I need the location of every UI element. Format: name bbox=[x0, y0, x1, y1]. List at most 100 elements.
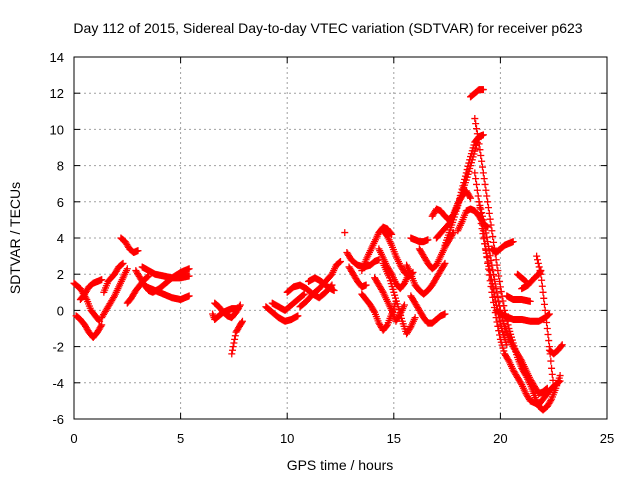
data-point-marker bbox=[536, 267, 544, 275]
data-point-marker bbox=[458, 185, 466, 193]
data-point-marker bbox=[473, 125, 481, 133]
data-point-marker bbox=[449, 230, 457, 238]
tick-labels: 0 5 10 15 20 25 -6 -4 -2 0 2 4 6 8 10 12 14 bbox=[50, 50, 615, 446]
data-point-marker bbox=[490, 238, 498, 246]
series-trace bbox=[467, 86, 487, 101]
y-tick-label: 4 bbox=[57, 231, 64, 246]
series-trace bbox=[403, 259, 449, 298]
data-point-marker bbox=[538, 282, 546, 290]
data-point-marker bbox=[477, 205, 485, 213]
data-point-marker bbox=[478, 212, 486, 220]
data-point-marker bbox=[555, 378, 563, 386]
data-point-marker bbox=[549, 376, 557, 384]
data-point-marker bbox=[478, 163, 486, 171]
data-point-marker bbox=[492, 285, 500, 293]
data-point-marker bbox=[441, 310, 449, 318]
series-trace bbox=[545, 341, 566, 358]
data-point-marker bbox=[558, 341, 566, 349]
data-point-marker bbox=[480, 175, 488, 183]
series-trace bbox=[492, 306, 553, 325]
data-point-marker bbox=[488, 227, 496, 235]
data-point-marker bbox=[459, 182, 467, 190]
data-point-marker bbox=[493, 318, 501, 326]
data-point-marker bbox=[98, 321, 106, 329]
series-trace bbox=[228, 317, 246, 358]
y-tick-label: 0 bbox=[57, 303, 64, 318]
data-point-marker bbox=[499, 297, 507, 305]
data-point-marker bbox=[481, 240, 489, 248]
data-point-marker bbox=[479, 216, 487, 224]
data-point-marker bbox=[540, 294, 548, 302]
series-trace bbox=[488, 238, 517, 256]
data-point-marker bbox=[471, 115, 479, 123]
data-point-marker bbox=[495, 272, 503, 280]
y-axis-title: SDTVAR / TECUs bbox=[7, 182, 23, 294]
data-point-marker bbox=[547, 357, 555, 365]
series-trace bbox=[407, 234, 432, 246]
data-point-marker bbox=[484, 204, 492, 212]
data-point-marker bbox=[228, 350, 236, 358]
data-point-marker bbox=[229, 343, 237, 351]
data-point-marker bbox=[337, 258, 344, 266]
series-trace bbox=[345, 263, 370, 291]
data-point-marker bbox=[482, 229, 490, 237]
data-point-marker bbox=[545, 337, 553, 345]
x-tick-label: 15 bbox=[387, 431, 401, 446]
data-point-marker bbox=[483, 192, 491, 200]
series-trace bbox=[533, 252, 558, 390]
data-point-marker bbox=[228, 346, 236, 354]
data-point-marker bbox=[461, 172, 469, 180]
series-trace bbox=[142, 283, 193, 304]
data-point-marker bbox=[481, 180, 489, 188]
data-point-marker bbox=[495, 298, 503, 306]
data-point-marker bbox=[477, 151, 485, 159]
data-point-marker bbox=[483, 254, 491, 262]
data-point-marker bbox=[457, 188, 465, 196]
data-point-marker bbox=[497, 321, 505, 329]
series-trace bbox=[513, 270, 530, 285]
series-trace bbox=[415, 229, 457, 273]
data-point-marker bbox=[545, 310, 553, 318]
data-point-marker bbox=[134, 247, 142, 255]
series-trace bbox=[262, 303, 302, 325]
x-tick-label: 25 bbox=[600, 431, 614, 446]
data-point-marker bbox=[238, 318, 246, 326]
data-point-marker bbox=[472, 120, 480, 128]
data-point-marker bbox=[185, 265, 193, 273]
data-point-marker bbox=[119, 259, 127, 267]
data-point-marker bbox=[550, 382, 558, 390]
data-point-marker bbox=[543, 325, 551, 332]
data-point-marker bbox=[541, 306, 549, 314]
data-point-marker bbox=[424, 236, 432, 244]
data-point-marker bbox=[498, 325, 506, 332]
data-point-marker bbox=[488, 280, 496, 288]
plot-area-border bbox=[73, 56, 608, 420]
data-point-marker bbox=[463, 166, 471, 174]
data-point-marker bbox=[540, 300, 548, 308]
data-point-marker bbox=[479, 131, 487, 139]
data-point-marker bbox=[235, 302, 243, 310]
data-point-marker bbox=[478, 157, 486, 165]
data-point-marker bbox=[492, 256, 500, 264]
series-trace bbox=[268, 290, 308, 314]
data-point-marker bbox=[489, 266, 497, 274]
data-point-marker bbox=[542, 312, 550, 320]
data-point-marker bbox=[476, 201, 484, 209]
data-point-marker bbox=[464, 162, 472, 170]
data-point-marker bbox=[486, 215, 494, 223]
data-point-marker bbox=[481, 245, 489, 253]
data-point-marker bbox=[543, 318, 551, 326]
data-point-marker bbox=[473, 180, 481, 188]
data-point-marker bbox=[485, 262, 493, 270]
data-point-marker bbox=[484, 258, 492, 266]
data-point-marker bbox=[185, 292, 193, 300]
y-tick-label: -2 bbox=[52, 340, 64, 355]
data-point-marker bbox=[96, 317, 104, 325]
data-point-marker bbox=[441, 259, 449, 267]
data-point-marker bbox=[557, 342, 565, 350]
y-tick-label: 8 bbox=[57, 159, 64, 174]
data-point-marker bbox=[500, 319, 508, 327]
data-point-marker bbox=[548, 364, 556, 372]
data-point-marker bbox=[467, 194, 475, 202]
data-point-marker bbox=[482, 186, 490, 194]
